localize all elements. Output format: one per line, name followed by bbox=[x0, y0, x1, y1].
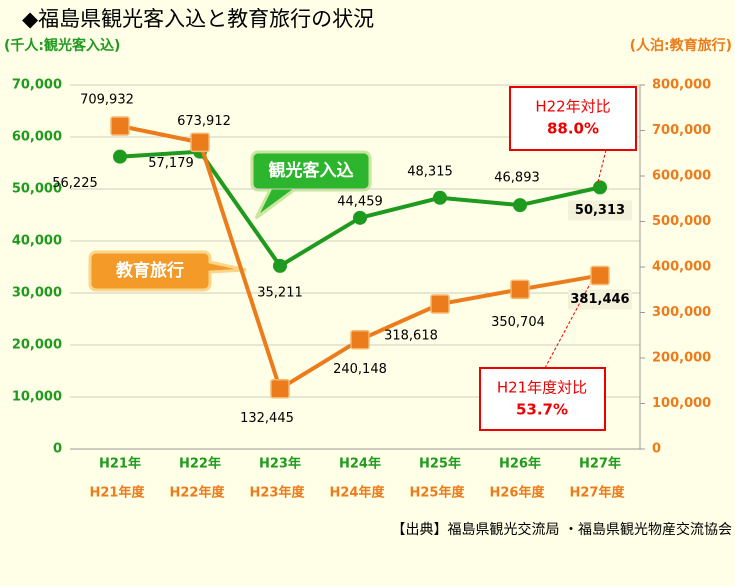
annotation-leader bbox=[544, 283, 591, 369]
y-tick-label: 50,000 bbox=[12, 182, 62, 197]
y2-tick-label: 400,000 bbox=[652, 260, 711, 275]
value-label: 50,313 bbox=[575, 203, 625, 218]
x-tick-label: H25年 bbox=[419, 456, 461, 472]
y-tick-label: 20,000 bbox=[12, 338, 62, 353]
point bbox=[430, 294, 450, 314]
value-label: 44,459 bbox=[337, 194, 383, 209]
point bbox=[513, 198, 527, 213]
point bbox=[113, 149, 127, 164]
y-tick-label: 60,000 bbox=[12, 130, 62, 145]
annotation-title: H21年度対比 bbox=[497, 379, 587, 397]
y-tick-label: 70,000 bbox=[12, 78, 62, 93]
point bbox=[433, 190, 447, 205]
value-label: 132,445 bbox=[240, 411, 294, 426]
legend-callout bbox=[250, 150, 372, 220]
chart-title: ◆福島県観光客入込と教育旅行の状況 bbox=[22, 7, 374, 31]
annotation-box bbox=[479, 367, 606, 431]
value-label: 240,148 bbox=[333, 362, 387, 377]
y2-axis-label: (人泊:教育旅行) bbox=[630, 37, 732, 54]
value-label-bg bbox=[568, 200, 632, 221]
value-label: 46,893 bbox=[494, 171, 540, 186]
annotation-text: 88.0% bbox=[547, 120, 599, 138]
x-tick-label-fiscal: H25年度 bbox=[410, 485, 466, 501]
y2-tick-label: 100,000 bbox=[652, 396, 711, 411]
legend-label: 教育旅行 bbox=[115, 260, 184, 281]
y2-tick-label: 200,000 bbox=[652, 351, 711, 366]
point bbox=[110, 116, 130, 136]
value-label: 350,704 bbox=[491, 315, 545, 330]
value-label: 35,211 bbox=[257, 285, 303, 300]
point bbox=[350, 329, 370, 350]
value-label-bg bbox=[568, 289, 632, 310]
y-tick-label: 40,000 bbox=[12, 234, 62, 249]
point bbox=[270, 378, 290, 399]
point bbox=[273, 258, 287, 273]
x-tick-label-fiscal: H24年度 bbox=[330, 485, 386, 501]
x-tick-label-fiscal: H27年度 bbox=[570, 485, 626, 501]
value-label: 709,932 bbox=[80, 92, 134, 107]
point bbox=[510, 279, 530, 300]
y-tick-label: 30,000 bbox=[12, 286, 62, 301]
y-tick-label: 10,000 bbox=[12, 390, 62, 405]
x-tick-label-fiscal: H22年度 bbox=[170, 485, 226, 501]
y2-tick-label: 0 bbox=[652, 442, 661, 457]
y2-tick-label: 300,000 bbox=[652, 305, 711, 320]
x-tick-label: H26年 bbox=[499, 456, 541, 472]
legend-label: 観光客入込 bbox=[269, 160, 354, 181]
x-tick-label: H24年 bbox=[339, 456, 381, 472]
value-label: 56,225 bbox=[52, 176, 98, 191]
y2-tick-label: 500,000 bbox=[652, 214, 711, 229]
point bbox=[190, 132, 210, 153]
annotation-text: 53.7% bbox=[516, 401, 568, 419]
y-tick-label: 0 bbox=[53, 442, 62, 457]
x-tick-label-fiscal: H26年度 bbox=[490, 485, 546, 501]
x-tick-label: H27年 bbox=[579, 456, 621, 472]
value-label: 57,179 bbox=[148, 156, 194, 171]
value-label: 48,315 bbox=[407, 164, 453, 179]
point bbox=[590, 265, 610, 286]
value-label: 381,446 bbox=[570, 292, 629, 307]
legend-callout bbox=[88, 250, 247, 292]
annotation-title: H22年対比 bbox=[535, 98, 610, 116]
x-tick-label: H21年 bbox=[99, 456, 141, 472]
value-label: 318,618 bbox=[384, 329, 438, 344]
y2-tick-label: 800,000 bbox=[652, 78, 711, 93]
value-label: 673,912 bbox=[177, 114, 231, 129]
y2-tick-label: 600,000 bbox=[652, 169, 711, 184]
annotation-leader bbox=[597, 149, 607, 183]
point bbox=[593, 180, 607, 195]
annotation-box bbox=[509, 86, 637, 151]
x-tick-label-fiscal: H21年度 bbox=[90, 485, 146, 501]
y2-tick-label: 700,000 bbox=[652, 123, 711, 138]
x-tick-label-fiscal: H23年度 bbox=[250, 485, 306, 501]
source: 【出典】福島県観光交流局 ・福島県観光物産交流協会 bbox=[392, 521, 732, 538]
x-tick-label: H23年 bbox=[259, 456, 301, 472]
point bbox=[353, 210, 367, 225]
x-tick-label: H22年 bbox=[179, 456, 221, 472]
y-axis-label: (千人:観光客入込) bbox=[4, 37, 120, 54]
